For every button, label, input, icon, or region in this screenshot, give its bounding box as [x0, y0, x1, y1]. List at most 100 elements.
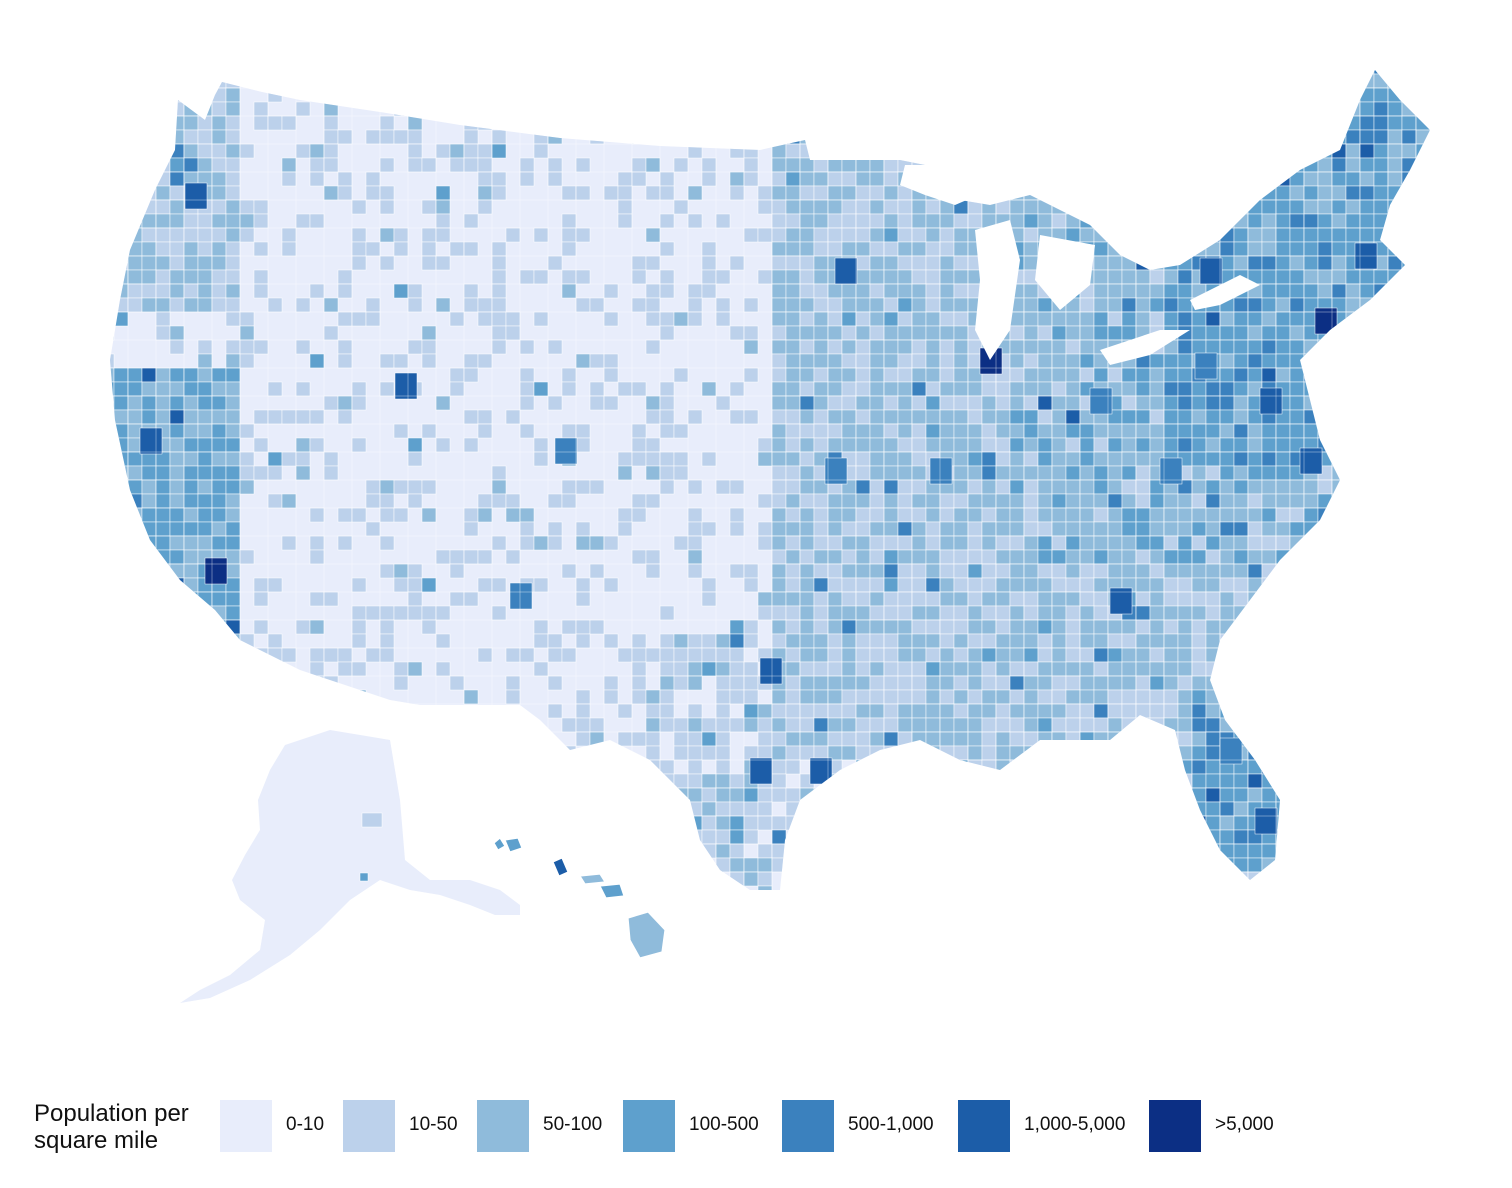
county-cell: [1149, 521, 1165, 537]
county-cell: [1107, 185, 1123, 201]
county-cell: [1205, 759, 1221, 775]
county-cell: [1107, 241, 1123, 257]
county-cell: [869, 633, 885, 649]
county-cell: [519, 871, 535, 887]
county-cell: [869, 423, 885, 439]
county-cell: [1205, 857, 1221, 873]
county-cell: [1093, 451, 1109, 467]
county-cell: [127, 395, 143, 411]
county-cell: [435, 787, 451, 803]
county-cell: [967, 675, 983, 691]
county-cell: [1079, 70, 1095, 75]
county-cell: [1135, 297, 1151, 313]
county-cell: [309, 437, 325, 453]
county-cell: [1065, 437, 1081, 453]
county-cell: [169, 171, 185, 187]
county-cell: [1387, 787, 1403, 803]
county-cell: [995, 843, 1011, 859]
county-cell: [1135, 493, 1151, 509]
county-cell: [883, 437, 899, 453]
county-cell: [1373, 269, 1389, 285]
county-cell: [449, 73, 465, 89]
county-cell: [127, 255, 143, 271]
county-cell: [491, 605, 507, 621]
county-cell: [110, 731, 115, 747]
county-cell: [1206, 900, 1220, 914]
county-cell: [1177, 507, 1193, 523]
county-cell: [967, 101, 983, 117]
county-cell: [505, 227, 521, 243]
county-cell: [897, 325, 913, 341]
county-cell: [701, 577, 717, 593]
county-cell: [183, 619, 199, 635]
county-cell: [645, 311, 661, 327]
county-cell: [281, 451, 297, 467]
county-cell: [1387, 577, 1403, 593]
county-cell: [1205, 395, 1221, 411]
county-cell: [645, 157, 661, 173]
county-cell: [659, 241, 675, 257]
county-cell: [1051, 381, 1067, 397]
hawaii-island: [627, 911, 666, 959]
county-cell: [785, 675, 801, 691]
county-cell: [183, 535, 199, 551]
county-cell: [1037, 171, 1053, 187]
county-cell: [981, 563, 997, 579]
county-cell: [827, 129, 843, 145]
county-cell: [1331, 507, 1347, 523]
county-cell: [1261, 507, 1277, 523]
county-cell: [1191, 479, 1207, 495]
county-cell: [1177, 339, 1193, 355]
county-cell: [897, 423, 913, 439]
county-cell: [1415, 549, 1430, 565]
county-cell: [477, 787, 493, 803]
county-cell: [211, 675, 227, 691]
county-cell: [869, 493, 885, 509]
county-cell: [1009, 115, 1025, 131]
county-cell: [197, 493, 213, 509]
county-cell: [869, 283, 885, 299]
county-cell: [1037, 885, 1053, 890]
county-cell: [1107, 857, 1123, 873]
county-cell: [239, 339, 255, 355]
county-cell: [1345, 745, 1361, 761]
county-cell: [813, 633, 829, 649]
county-cell: [1373, 409, 1389, 425]
county-cell: [1121, 633, 1137, 649]
county-cell: [1205, 73, 1221, 89]
county-cell: [1359, 759, 1375, 775]
county-cell: [575, 479, 591, 495]
county-cell: [1135, 101, 1151, 117]
county-cell: [771, 437, 787, 453]
county-cell: [1415, 143, 1430, 159]
county-cell: [1317, 563, 1333, 579]
county-cell: [925, 857, 941, 873]
county-cell: [1135, 437, 1151, 453]
county-cell: [1079, 367, 1095, 383]
county-cell: [1205, 675, 1221, 691]
county-cell: [169, 199, 185, 215]
county-cell: [183, 815, 199, 831]
county-cell: [1317, 773, 1333, 789]
county-cell: [1163, 311, 1179, 327]
county-cell: [995, 129, 1011, 145]
county-cell: [1065, 507, 1081, 523]
county-cell: [1275, 633, 1291, 649]
county-cell: [1429, 283, 1430, 299]
county-cell: [743, 815, 759, 831]
county-cell: [1289, 717, 1305, 733]
county-cell: [967, 451, 983, 467]
county-cell: [1051, 479, 1067, 495]
county-cell: [869, 857, 885, 873]
county-cell: [855, 199, 871, 215]
county-cell: [267, 87, 283, 103]
county-cell: [533, 451, 549, 467]
county-cell: [155, 283, 171, 299]
county-cell: [883, 591, 899, 607]
county-cell: [996, 900, 1010, 914]
county-cell: [1331, 759, 1347, 775]
county-cell: [1388, 900, 1402, 914]
county-cell: [1345, 297, 1361, 313]
county-cell: [771, 829, 787, 845]
county-cell: [1135, 717, 1151, 733]
